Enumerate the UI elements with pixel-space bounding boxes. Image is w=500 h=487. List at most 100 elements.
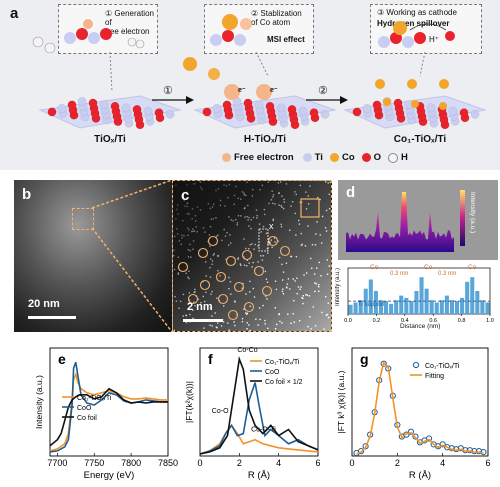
ti-swatch: [302, 153, 312, 162]
legend-entry: Co foil: [77, 415, 97, 422]
profile-plot: 0.0 0.2 0.4 0.6 0.8 1.0: [344, 267, 494, 324]
single-atom-circle: [199, 279, 211, 291]
xtick-label: 0: [349, 458, 354, 468]
profile-bar: [409, 301, 414, 314]
panel-label-d: d: [346, 184, 356, 201]
electron-label-1: e⁻: [238, 87, 246, 94]
profile-bar: [434, 302, 439, 314]
ti-atom: [426, 103, 436, 113]
legend-marker: [412, 361, 420, 369]
xtick-label: 0: [197, 458, 202, 468]
charts-efg: 7700 7750 7800 7850 Energy (eV) Intensity (a.…: [34, 347, 491, 481]
profile-bar: [394, 300, 399, 314]
panel-label-e: e: [58, 351, 66, 367]
legend-entry: Fitting: [425, 373, 444, 380]
profile-xtick: 1.0: [486, 318, 494, 324]
profile-bar: [368, 279, 373, 314]
callout-step-2-title: ② Stablization of Co atom: [251, 9, 302, 27]
panel-a-illustration: [32, 14, 487, 130]
xtick-label: 6: [315, 458, 320, 468]
panel-label-a: a: [10, 5, 19, 22]
callout-step-2-note: MSI effect: [267, 35, 305, 44]
profile-bar: [475, 291, 480, 314]
single-atom-circle: [261, 285, 273, 297]
peak-annotation: Co-O-Ti: [251, 427, 276, 434]
profile-xtick: 0.6: [429, 318, 437, 324]
profile-bar: [460, 297, 465, 314]
profile-bar: [414, 291, 419, 314]
o-atom: [47, 107, 57, 117]
profile-co-1: Co: [370, 264, 379, 271]
data-point: [444, 444, 451, 451]
h-swatch: [388, 152, 399, 163]
o-atom: [222, 100, 232, 110]
scalebar-b: [28, 316, 76, 319]
callout-1-atoms: [64, 19, 145, 49]
slab-tiox-ti: [38, 95, 182, 130]
legend-panel-a: Free electron Ti Co O H: [222, 152, 408, 163]
legend-o: O: [373, 152, 382, 163]
legend-entry: Co₁-TiOₓ/Ti: [265, 359, 300, 366]
panel-a: a ① Generation of free electron ② Stabli…: [0, 0, 500, 170]
ti-atom: [320, 109, 330, 119]
panel-label-g: g: [360, 351, 369, 367]
xtick-label: 2: [237, 458, 242, 468]
electron-label-2: e⁻: [270, 87, 278, 94]
xlabel: Energy (eV): [84, 470, 135, 481]
legend-entry: Co foil × 1/2: [265, 379, 303, 386]
panel-d-profile: 0.0 0.2 0.4 0.6 0.8 1.0 Intensity (a.u.) Dist…: [335, 262, 498, 332]
co-atom: [439, 102, 447, 110]
profile-bar: [378, 300, 383, 314]
profile-xtick: 0.0: [344, 318, 352, 324]
o-atom: [110, 101, 120, 111]
slab-label-3: Co₁-TiOₓ/Ti: [393, 134, 447, 145]
profile-bar: [465, 281, 470, 314]
ti-atom: [254, 100, 264, 110]
single-atom-circle: [227, 309, 239, 321]
co-atom: [383, 98, 391, 106]
profile-bar: [485, 302, 490, 314]
xtick-label: 7800: [121, 458, 141, 468]
callout-2-atoms: [210, 14, 252, 46]
profile-bar: [444, 295, 449, 314]
arrow-2-label: ②: [318, 85, 328, 97]
zoom-box-b: [72, 208, 94, 230]
callout-step-3-note: Hydrogen spillover: [377, 19, 450, 28]
slab-label-1: TiOₓ/Ti: [94, 134, 126, 145]
callout-step-2: ② Stablization of Co atom MSI effect: [204, 4, 314, 54]
co-atom: [411, 100, 419, 108]
free-electron-swatch: [222, 153, 231, 162]
scalebar-b-label: 20 nm: [28, 298, 60, 310]
o-atom: [67, 100, 77, 110]
profile-bar: [470, 277, 475, 314]
ti-atom: [77, 97, 87, 106]
profile-spacing-1: 0.3 nm: [390, 271, 409, 277]
profile-xlabel: Distance (nm): [400, 323, 441, 330]
profile-xtick: 0.8: [458, 318, 466, 324]
ti-atom: [165, 109, 175, 119]
data-point: [475, 448, 483, 455]
xlabel: R (Å): [248, 470, 270, 481]
o-atom: [154, 108, 164, 118]
ti-atom: [298, 106, 308, 116]
colorbar-label: Intensity (a.u.): [469, 192, 476, 234]
single-atom-circle: [215, 271, 227, 283]
profile-co-2: Co: [424, 264, 433, 271]
slab-h-tiox-ti: [193, 95, 337, 130]
ylabel: Intensity (a.u.): [34, 375, 44, 429]
single-atom-circle: [197, 247, 209, 259]
data-point: [403, 431, 410, 438]
legend-h: H: [401, 152, 408, 163]
chart-e: 7700 7750 7800 7850 Energy (eV) Intensity (a.…: [34, 347, 178, 481]
peak-annotation: Co-Co: [237, 347, 257, 354]
o-atom: [88, 98, 98, 108]
legend-entry: Co₁-TiOₓ/Ti: [77, 395, 112, 402]
data-point: [466, 447, 473, 454]
series-line: [199, 356, 319, 455]
single-atom-circle: [243, 301, 255, 313]
profile-bar: [373, 291, 378, 314]
panel-label-c: c: [181, 187, 190, 204]
o-atom: [287, 105, 297, 114]
scalebar-c: [183, 319, 223, 322]
